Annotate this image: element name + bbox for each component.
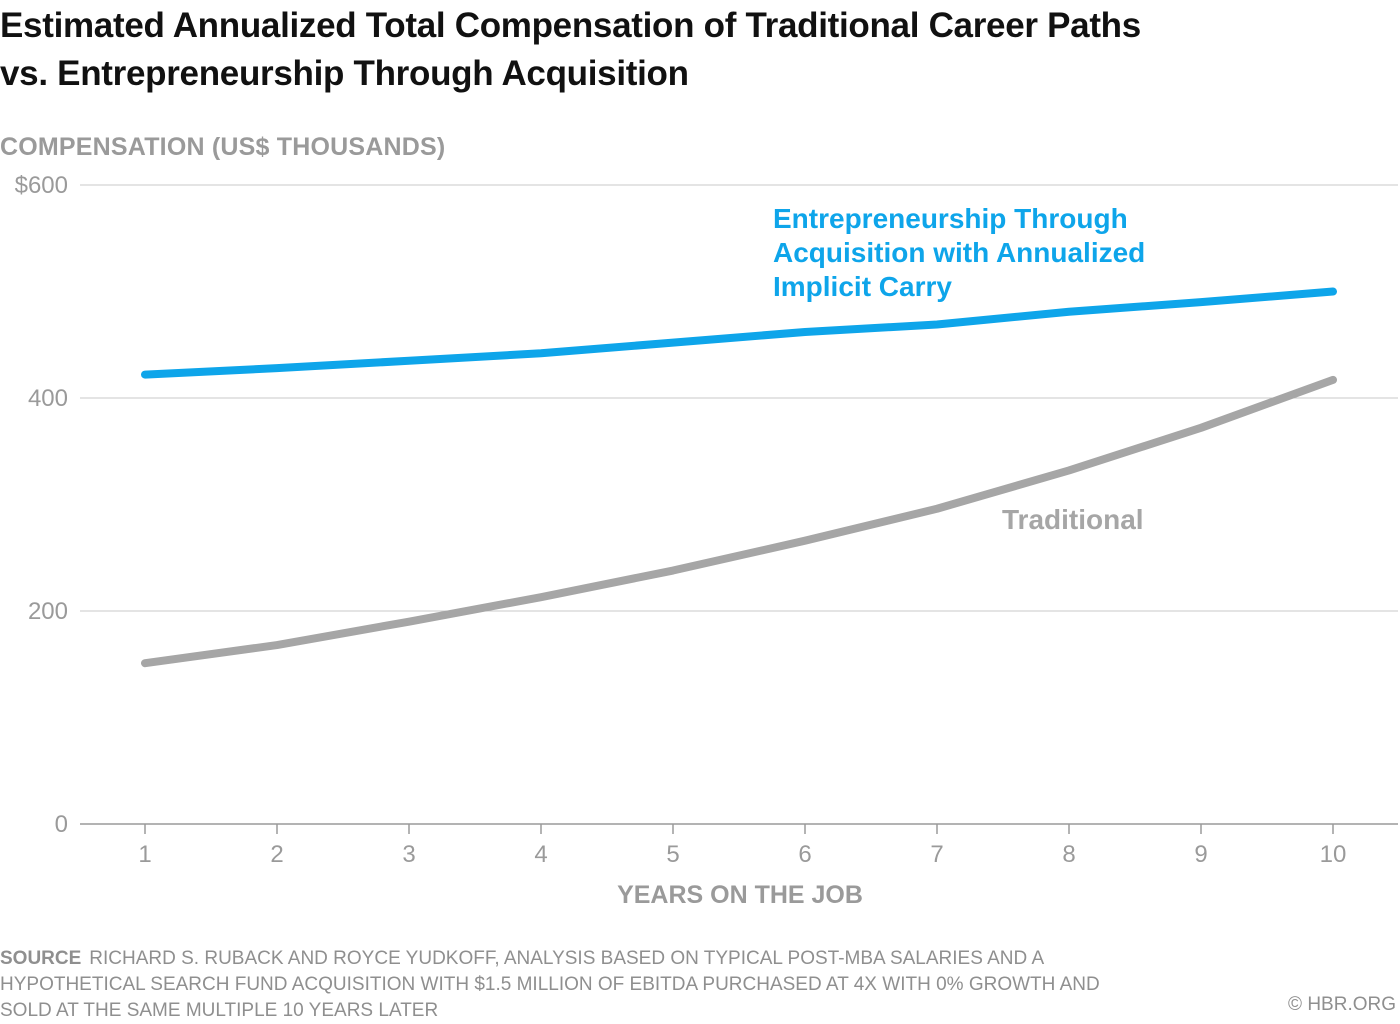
y-tick-label-400: 400	[28, 385, 68, 412]
chart-title-line-2: vs. Entrepreneurship Through Acquisition	[0, 54, 689, 93]
x-axis-title: YEARS ON THE JOB	[617, 881, 863, 909]
eta-point-10	[1332, 291, 1334, 292]
traditional-point-1	[144, 662, 146, 664]
eta-series-label: Entrepreneurship Through Acquisition with…	[773, 203, 1145, 302]
x-tick-label-8: 8	[1062, 841, 1075, 868]
eta-point-4	[540, 352, 542, 354]
traditional-point-6	[804, 540, 806, 542]
traditional-series-label: Traditional	[1002, 504, 1144, 535]
credit-text: © HBR.ORG	[1288, 994, 1396, 1015]
eta-point-8	[1068, 311, 1070, 313]
series-label-line: Acquisition with Annualized	[773, 237, 1145, 268]
source-label: SOURCE	[0, 948, 82, 969]
traditional-point-9	[1200, 427, 1202, 429]
x-tick-label-2: 2	[270, 841, 283, 868]
traditional-series-line	[141, 375, 1337, 668]
source-note: SOURCE RICHARD S. RUBACK AND ROYCE YUDKOF…	[0, 946, 1120, 1024]
eta-point-7	[936, 324, 938, 326]
traditional-point-8	[1068, 469, 1070, 471]
eta-point-5	[672, 342, 674, 344]
y-axis-title: COMPENSATION (US$ THOUSANDS)	[0, 133, 446, 161]
source-text: RICHARD S. RUBACK AND ROYCE YUDKOFF, ANA…	[0, 948, 1100, 1021]
eta-point-2	[276, 367, 278, 369]
eta-point-1	[144, 374, 146, 376]
traditional-point-7	[936, 508, 938, 510]
x-tick-label-6: 6	[798, 841, 811, 868]
traditional-point-3	[408, 621, 410, 623]
series-label-line: Entrepreneurship Through	[773, 203, 1128, 234]
chart-title-line-1: Estimated Annualized Total Compensation …	[0, 6, 1141, 45]
y-tick-label-0: 0	[55, 811, 68, 838]
traditional-point-10	[1332, 379, 1334, 381]
x-tick-label-1: 1	[138, 841, 151, 868]
traditional-point-2	[276, 644, 278, 646]
x-tick-label-4: 4	[534, 841, 547, 868]
x-tick-label-10: 10	[1320, 841, 1347, 868]
y-tick-label-600: $600	[15, 172, 68, 199]
x-tick-label-3: 3	[402, 841, 415, 868]
chart-title: Estimated Annualized Total Compensation …	[0, 2, 1390, 98]
eta-series-line	[141, 287, 1337, 379]
eta-point-9	[1200, 301, 1202, 303]
x-tick-label-9: 9	[1194, 841, 1207, 868]
x-tick-label-7: 7	[930, 841, 943, 868]
traditional-point-4	[540, 596, 542, 598]
series-label-line: Traditional	[1002, 504, 1144, 535]
eta-point-6	[804, 331, 806, 333]
eta-point-3	[408, 360, 410, 362]
series-label-line: Implicit Carry	[773, 271, 952, 302]
y-tick-label-200: 200	[28, 598, 68, 625]
x-tick-label-5: 5	[666, 841, 679, 868]
traditional-point-5	[672, 570, 674, 572]
